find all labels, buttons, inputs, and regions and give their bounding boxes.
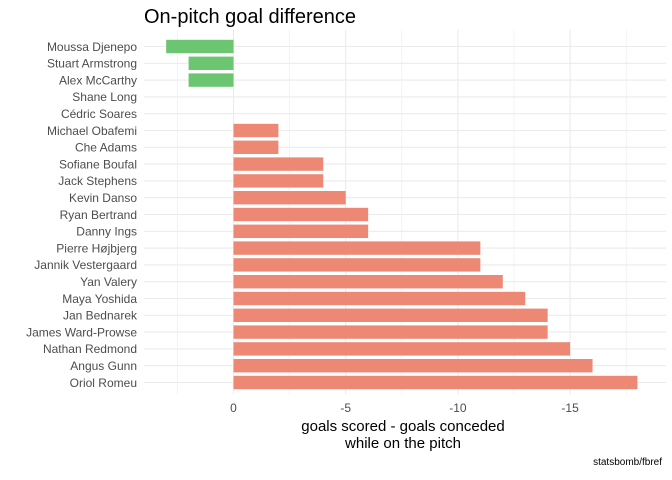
bar: [233, 123, 279, 138]
bar: [233, 325, 548, 339]
bar: [188, 56, 234, 70]
y-tick-label: Jack Stephens: [58, 174, 137, 188]
bar: [233, 375, 638, 390]
x-axis-title: goals scored - goals conceded while on t…: [233, 418, 573, 452]
bar: [233, 224, 369, 238]
y-tick-labels: Moussa Djenepo Stuart Armstrong Alex McCar…: [26, 40, 138, 390]
x-tick-label: -10: [449, 401, 467, 415]
y-tick-label: Maya Yoshida: [62, 292, 137, 306]
bar: [233, 207, 369, 222]
bar: [233, 140, 279, 154]
x-tick-label: 0: [230, 401, 237, 415]
bar: [233, 275, 503, 289]
y-tick-label: Moussa Djenepo: [47, 40, 137, 54]
source-caption: statsbomb/fbref: [593, 457, 662, 468]
y-tick-label: Jan Bednarek: [63, 309, 138, 323]
bars: [166, 39, 638, 390]
y-tick-label: Cédric Soares: [61, 107, 137, 121]
bar: [233, 291, 526, 306]
bar: [233, 258, 481, 272]
bar: [233, 191, 346, 205]
y-tick-label: Alex McCarthy: [59, 73, 137, 87]
bar: [166, 39, 234, 54]
x-tick-label: -5: [340, 401, 351, 415]
bar: [233, 342, 571, 356]
y-tick-label: James Ward-Prowse: [26, 325, 137, 339]
chart-title: On-pitch goal difference: [144, 6, 356, 28]
y-tick-label: Yan Valery: [80, 275, 137, 289]
y-tick-label: Pierre Højbjerg: [56, 241, 137, 255]
bar: [233, 359, 593, 373]
y-tick-label: Angus Gunn: [70, 359, 137, 373]
bar: [233, 308, 548, 322]
bar: [233, 157, 324, 171]
x-axis-title-line-1: goals scored - goals conceded: [301, 418, 505, 435]
y-tick-label: Shane Long: [72, 90, 137, 104]
y-tick-label: Nathan Redmond: [43, 342, 137, 356]
bar: [233, 174, 324, 188]
x-axis-title-line-2: while on the pitch: [345, 435, 461, 452]
y-tick-label: Sofiane Boufal: [59, 157, 137, 171]
grid-lines: [144, 30, 666, 394]
y-tick-label: Stuart Armstrong: [47, 57, 137, 71]
bar: [233, 241, 481, 255]
x-tick-labels: 0 -5 -10 -15: [230, 401, 579, 415]
y-tick-label: Che Adams: [75, 141, 137, 155]
y-tick-label: Oriol Romeu: [70, 376, 137, 390]
y-tick-label: Michael Obafemi: [47, 124, 137, 138]
bar: [188, 73, 234, 87]
x-tick-label: -15: [561, 401, 579, 415]
y-tick-label: Kevin Danso: [69, 191, 137, 205]
y-tick-label: Ryan Bertrand: [60, 208, 137, 222]
y-tick-label: Jannik Vestergaard: [34, 258, 137, 272]
y-tick-label: Danny Ings: [76, 225, 137, 239]
